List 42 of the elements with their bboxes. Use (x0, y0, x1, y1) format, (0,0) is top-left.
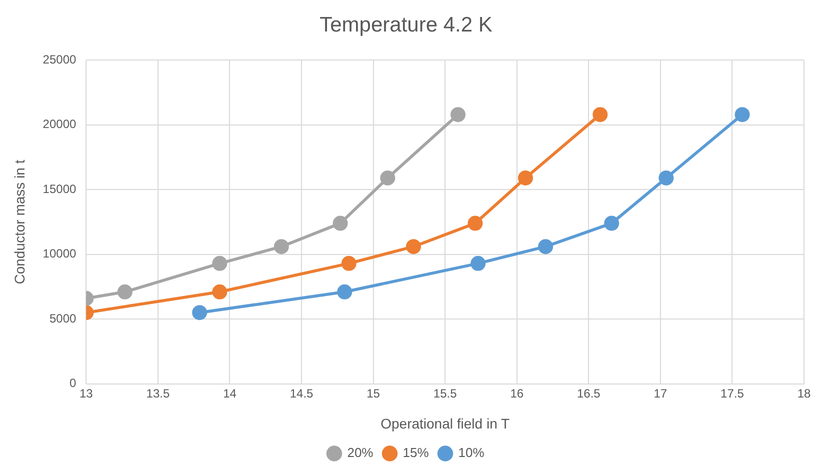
point (592, 107, 608, 122)
point (212, 256, 228, 271)
point (337, 284, 352, 300)
point (274, 239, 289, 254)
x-tick-label: 16.5 (576, 386, 601, 400)
x-tick-label: 16 (510, 386, 524, 400)
x-tick-label: 18 (797, 386, 811, 400)
point (604, 216, 620, 231)
point (332, 216, 348, 231)
point (212, 284, 228, 300)
point (470, 256, 486, 271)
x-tick-label: 13 (79, 386, 94, 400)
x-tick-label: 17.5 (720, 386, 744, 400)
x-tick-label: 13.5 (146, 386, 170, 400)
point (341, 256, 356, 271)
x-tick-label: 17 (654, 386, 668, 400)
x-tick-label: 15 (366, 386, 380, 400)
y-tick-label: 0 (69, 376, 76, 390)
x-tick-label: 14 (223, 386, 237, 400)
x-axis-title: Operational field in T (380, 415, 510, 432)
legend-label: 10% (458, 445, 485, 460)
point (117, 284, 132, 300)
point (658, 170, 674, 186)
y-tick-label: 20000 (42, 117, 76, 132)
y-axis-title: Conductor mass in t (11, 160, 28, 284)
point (518, 170, 533, 186)
y-tick-label: 25000 (42, 52, 76, 67)
point (468, 216, 483, 231)
point (538, 239, 554, 254)
point (380, 170, 396, 186)
point (192, 305, 208, 320)
point (450, 107, 466, 122)
legend-label: 20% (347, 445, 374, 460)
y-tick-label: 10000 (42, 246, 76, 261)
point (734, 107, 750, 122)
chart-title: Temperature 4.2 K (320, 13, 492, 36)
point (406, 239, 421, 254)
legend-label: 15% (402, 445, 430, 460)
x-tick-label: 15.5 (433, 386, 458, 400)
y-tick-label: 15000 (42, 182, 76, 196)
x-tick-label: 14.5 (290, 386, 314, 400)
y-tick-label: 5000 (49, 311, 76, 326)
